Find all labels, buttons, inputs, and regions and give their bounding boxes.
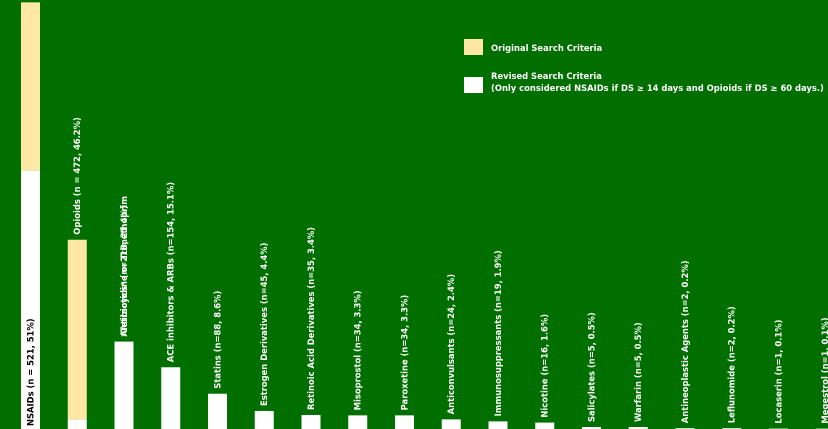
category-label: Nicotine (n=16, 1.6%) — [540, 314, 550, 418]
legend-swatch-original — [464, 39, 483, 55]
bar-revised — [21, 170, 40, 429]
bar-revised — [628, 426, 648, 429]
category-label: Immunosuppressants (n=19, 1.9%) — [493, 250, 503, 416]
category-label: Locaserin (n=1, 0.1%) — [774, 319, 784, 423]
bar-revised — [254, 410, 274, 429]
bar-revised — [488, 421, 508, 429]
bar-revised — [114, 341, 134, 429]
bar-revised — [208, 393, 227, 429]
bar-revised — [535, 422, 555, 429]
category-label: Antineoplastic Agents (n=2, 0.2%) — [680, 260, 690, 423]
bar-revised — [582, 426, 601, 429]
bar-revised — [301, 414, 321, 429]
bars-group — [21, 2, 828, 429]
bar-revised — [441, 419, 461, 429]
category-label: ACE inhibitors & ARBs (n=154, 15.1%) — [166, 182, 176, 362]
category-label: Anticonvulsants (n=24, 2.4%) — [446, 274, 456, 415]
legend-item-original: Original Search Criteria — [464, 38, 828, 66]
legend-label-original: Original Search Criteria — [491, 43, 603, 53]
bar-revised — [161, 367, 181, 429]
bar-original — [67, 239, 87, 420]
category-label: Leflunomide (n=2, 0.2%) — [727, 306, 737, 423]
bar-revised — [67, 419, 87, 429]
legend-swatch-revised — [464, 77, 483, 93]
bar-revised — [395, 415, 414, 429]
legend-item-revised: Revised Search Criteria (Only considered… — [464, 66, 828, 94]
bar-revised — [348, 415, 368, 429]
category-label: Paroxetine (n=34, 3.3%) — [400, 295, 410, 411]
category-label: Salicylates (n=5, 0.5%) — [587, 312, 597, 422]
category-label: NSAIDs (n = 521, 51%) — [26, 318, 36, 426]
category-label: Misoprostol (n=34, 3.3%) — [353, 290, 363, 410]
category-label: Megestrol (n=1, 0.1%) — [820, 317, 828, 423]
category-label: Opioids (n = 472, 46.2%) — [72, 117, 82, 235]
category-label: Antibiotics* (n=218, 21.4%) — [119, 205, 129, 336]
bar-original — [21, 2, 40, 171]
annotation-antibiotics: *Tetracycline or Trimethoprim — [119, 196, 129, 337]
legend: Original Search Criteria Revised Search … — [464, 38, 828, 94]
legend-note-revised: (Only considered NSAIDs if DS ≥ 14 days … — [491, 83, 824, 93]
legend-label-revised: Revised Search Criteria — [491, 71, 602, 81]
category-label: Retinoic Acid Derivatives (n=35, 3.4%) — [306, 227, 316, 410]
category-label: Warfarin (n=5, 0.5%) — [633, 322, 643, 422]
category-label: Statins (n=88, 8.6%) — [213, 291, 223, 389]
labels-group: NSAIDs (n = 521, 51%) Opioids (n = 472, 4… — [26, 117, 828, 426]
category-label: Estrogen Derivatives (n=45, 4.4%) — [259, 242, 269, 406]
